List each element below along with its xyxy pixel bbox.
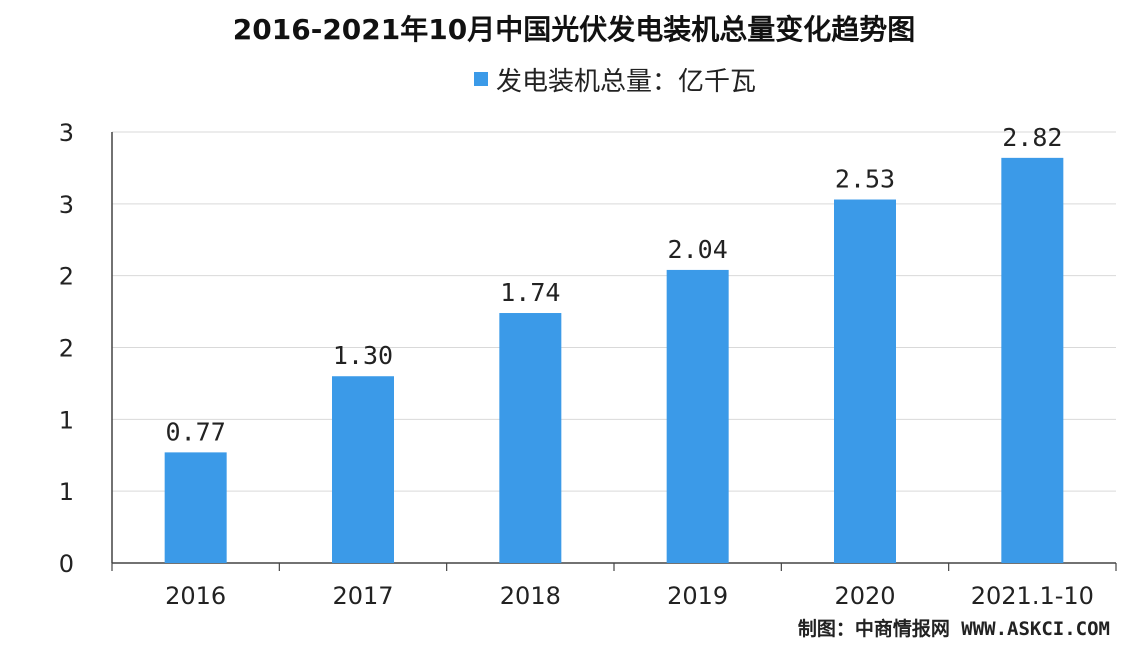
x-tick-label: 2018: [500, 582, 561, 610]
legend-swatch: [474, 72, 488, 86]
data-label: 2.53: [835, 165, 895, 194]
source-credit: 制图：中商情报网 WWW.ASKCI.COM: [797, 618, 1110, 640]
y-tick-label: 1: [59, 406, 74, 434]
y-tick-label: 3: [59, 191, 74, 219]
bar: [834, 199, 896, 564]
x-tick-label: 2021.1-10: [971, 582, 1094, 610]
legend-label: 发电装机总量：亿千瓦: [496, 66, 757, 97]
y-tick-label: 2: [59, 263, 74, 291]
x-tick-label: 2017: [332, 582, 393, 610]
data-label: 1.30: [333, 341, 393, 370]
bar: [666, 269, 729, 563]
y-tick-label: 3: [59, 119, 74, 147]
data-label: 0.77: [166, 417, 226, 446]
y-tick-label: 1: [59, 478, 74, 506]
data-label: 1.74: [500, 278, 560, 307]
x-tick-label: 2016: [165, 582, 226, 610]
y-tick-label: 2: [59, 335, 74, 363]
legend: 发电装机总量：亿千瓦: [474, 62, 757, 97]
x-tick-label: 2020: [834, 582, 895, 610]
bar: [332, 376, 394, 563]
y-tick-label: 0: [59, 550, 74, 578]
x-tick-label: 2019: [667, 582, 728, 610]
chart-title: 2016-2021年10月中国光伏发电装机总量变化趋势图: [232, 13, 916, 46]
data-label: 2.82: [1002, 123, 1062, 152]
data-label: 2.04: [668, 235, 728, 264]
bar: [1001, 157, 1064, 564]
bar: [164, 452, 227, 563]
bar: [499, 313, 562, 563]
